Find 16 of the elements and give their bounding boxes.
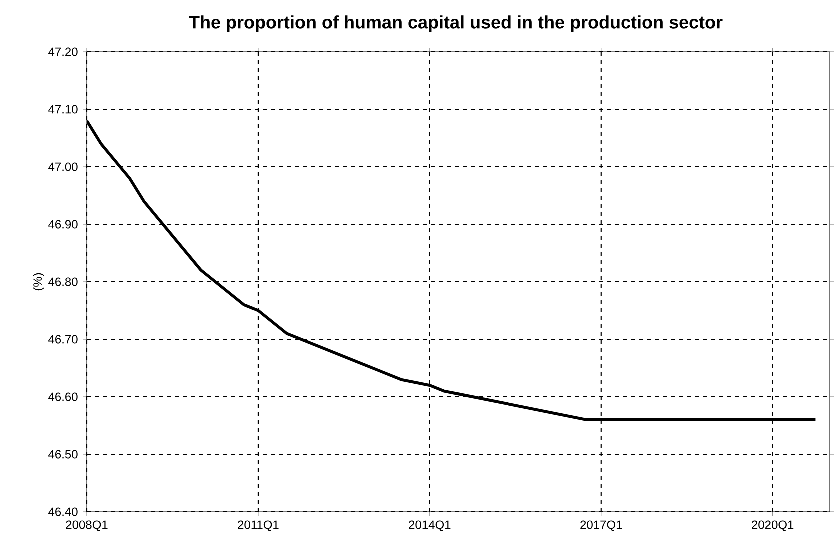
x-tick-label: 2017Q1 [580, 520, 622, 532]
chart-title: The proportion of human capital used in the production sector [189, 16, 723, 32]
y-axis-title: (%) [33, 273, 44, 291]
y-tick-label: 46.80 [48, 278, 78, 286]
y-tick-label: 46.60 [48, 392, 78, 402]
x-tick-label: 2014Q1 [409, 520, 451, 532]
x-tick-label: 2011Q1 [238, 520, 279, 532]
y-tick-label: 47.00 [48, 162, 78, 172]
y-tick-label: 47.10 [48, 105, 78, 114]
x-tick-label: 2020Q1 [752, 520, 794, 532]
y-tick-label: 47.20 [48, 48, 78, 56]
y-tick-label: 46.50 [48, 450, 78, 459]
x-tick-label: 2008Q1 [66, 520, 108, 532]
y-tick-label: 46.90 [48, 220, 78, 229]
y-tick-label: 46.40 [48, 508, 78, 516]
y-tick-label: 46.70 [48, 335, 78, 344]
